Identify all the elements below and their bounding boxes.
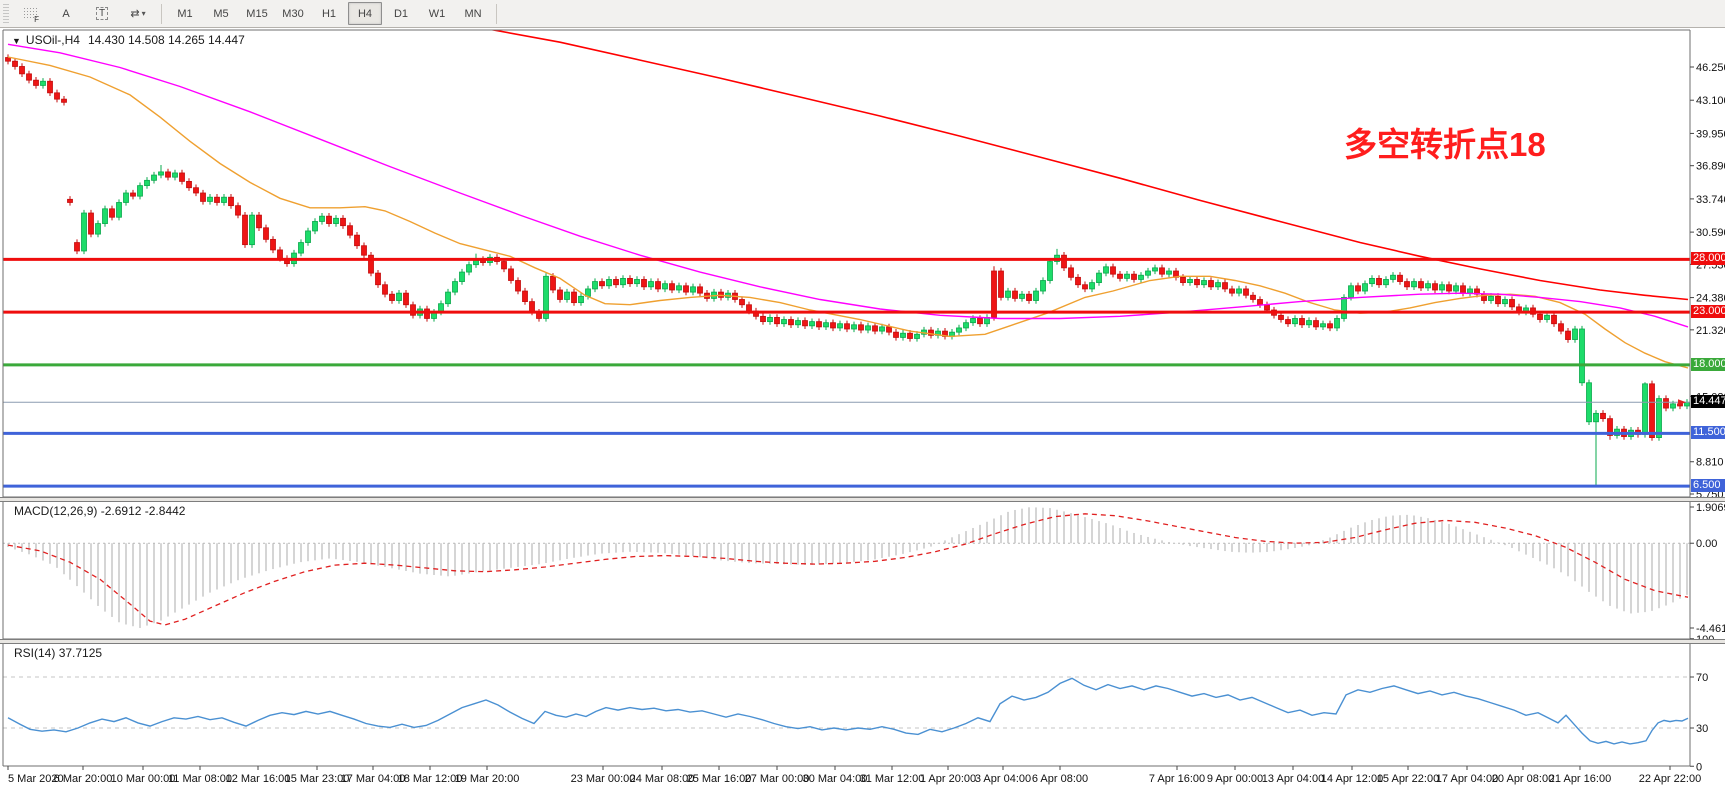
rsi-axis-tick: 0 — [1696, 761, 1702, 773]
date-axis-label: 25 Mar 16:00 — [687, 773, 752, 785]
date-axis-label: 1 Apr 20:00 — [920, 773, 976, 785]
macd-axis-tick: 0.00 — [1696, 538, 1717, 550]
level-price-tag: 18.000 — [1691, 357, 1725, 371]
chart-ohlc-values: 14.430 14.508 14.265 14.447 — [87, 33, 245, 47]
timeframe-h1[interactable]: H1 — [321, 7, 337, 20]
macd-axis-tick: -4.4614 — [1696, 623, 1725, 635]
chart-collapse-icon[interactable]: ▼ — [12, 36, 21, 46]
price-axis-tick: 46.250 — [1696, 62, 1725, 74]
chevron-down-icon: ▾ — [141, 9, 146, 18]
date-axis-label: 7 Apr 16:00 — [1149, 773, 1205, 785]
date-axis-label: 12 Mar 16:00 — [226, 773, 291, 785]
date-axis-label: 3 Apr 04:00 — [975, 773, 1031, 785]
current-price-tag: 14.447 — [1691, 395, 1725, 409]
panel-separator-rsi[interactable] — [0, 639, 1725, 644]
date-axis-label: 15 Apr 22:00 — [1377, 773, 1439, 785]
date-axis-label: 6 Apr 08:00 — [1032, 773, 1088, 785]
date-axis-label: 31 Mar 12:00 — [860, 773, 925, 785]
date-axis-label: 20 Apr 08:00 — [1492, 773, 1554, 785]
timeframe-m30[interactable]: M30 — [282, 7, 304, 20]
toolbar-separator — [496, 3, 497, 24]
date-axis-label: 15 Mar 23:00 — [285, 773, 350, 785]
rsi-axis-tick: 70 — [1696, 672, 1708, 684]
level-price-tag: 23.000 — [1691, 305, 1725, 319]
macd-value-signal: -2.8442 — [144, 504, 186, 518]
price-axis-tick: 39.950 — [1696, 128, 1725, 140]
macd-indicator-label: MACD(12,26,9) -2.6912 -2.8442 — [14, 504, 185, 518]
panel-separator-macd[interactable] — [0, 497, 1725, 502]
price-axis-tick: 33.740 — [1696, 194, 1725, 206]
macd-name: MACD(12,26,9) — [14, 504, 98, 518]
date-axis-label: 22 Apr 22:00 — [1639, 773, 1701, 785]
date-axis-label: 27 Mar 00:00 — [745, 773, 810, 785]
top-toolbar: F A T ⇄ ▾ M1 M5 M15 M30 H1 H4 D1 W1 MN — [0, 0, 1725, 28]
text-box-button[interactable]: T — [85, 2, 119, 25]
date-axis-label: 19 Mar 20:00 — [455, 773, 520, 785]
dots-grid-icon: F — [23, 7, 39, 24]
date-axis-label: 18 Mar 12:00 — [398, 773, 463, 785]
macd-axis-tick: 1.9069 — [1696, 502, 1725, 514]
price-axis-tick: 30.590 — [1696, 227, 1725, 239]
date-axis-label: 30 Mar 04:00 — [803, 773, 868, 785]
date-axis-label: 17 Apr 04:00 — [1436, 773, 1498, 785]
timeframe-mn[interactable]: MN — [464, 7, 482, 20]
rsi-axis-tick: 30 — [1696, 723, 1708, 735]
price-axis-tick: 21.320 — [1696, 325, 1725, 337]
timeframe-m15[interactable]: M15 — [246, 7, 268, 20]
date-axis-label: 17 Mar 04:00 — [341, 773, 406, 785]
date-axis-label: 5 Mar 2020 — [8, 773, 64, 785]
toolbar-drag-handle[interactable] — [3, 3, 9, 24]
macd-value-main: -2.6912 — [100, 504, 142, 518]
date-axis-label: 10 Mar 00:00 — [111, 773, 176, 785]
price-axis-tick: 36.890 — [1696, 161, 1725, 173]
chart-symbol: USOil-,H4 — [25, 33, 80, 47]
text-label-button-icon: A — [62, 7, 70, 20]
rsi-value: 37.7125 — [58, 646, 103, 660]
text-box-button-icon: T — [95, 7, 109, 20]
date-axis-label: 6 Mar 20:00 — [54, 773, 113, 785]
toolbar-separator — [161, 3, 162, 24]
date-axis-label: 9 Apr 00:00 — [1207, 773, 1263, 785]
level-price-tag: 6.500 — [1691, 479, 1725, 493]
date-axis-label: 21 Apr 16:00 — [1549, 773, 1611, 785]
price-axis-tick: 8.810 — [1696, 457, 1724, 469]
timeframe-d1[interactable]: D1 — [393, 7, 409, 20]
date-axis-label: 23 Mar 00:00 — [571, 773, 636, 785]
text-label-button[interactable]: A — [49, 2, 83, 25]
chart-text-annotation: 多空转折点18 — [1344, 126, 1546, 163]
date-axis-label: 11 Mar 08:00 — [168, 773, 232, 785]
rsi-name: RSI(14) — [14, 646, 56, 660]
level-price-tag: 11.500 — [1691, 426, 1725, 440]
chart-title: ▼ USOil-,H4 14.430 14.508 14.265 14.447 — [12, 33, 245, 47]
timeframe-w1[interactable]: W1 — [428, 7, 446, 20]
price-axis-tick: 24.380 — [1696, 293, 1725, 305]
date-axis-label: 24 Mar 08:00 — [630, 773, 695, 785]
date-axis-label: 13 Apr 04:00 — [1262, 773, 1324, 785]
object-arrows-button[interactable]: ⇄ ▾ — [121, 2, 155, 25]
rsi-indicator-label: RSI(14) 37.7125 — [14, 646, 102, 660]
date-axis-label: 14 Apr 12:00 — [1321, 773, 1383, 785]
timeframe-m5[interactable]: M5 — [213, 7, 229, 20]
timeframe-h4[interactable]: H4 — [348, 2, 382, 25]
indicator-grid-button[interactable]: F — [13, 2, 47, 25]
object-arrows-button-icon: ⇄ — [130, 8, 140, 20]
level-price-tag: 28.000 — [1691, 252, 1725, 266]
timeframe-m1[interactable]: M1 — [177, 7, 193, 20]
price-axis-tick: 43.100 — [1696, 95, 1725, 107]
